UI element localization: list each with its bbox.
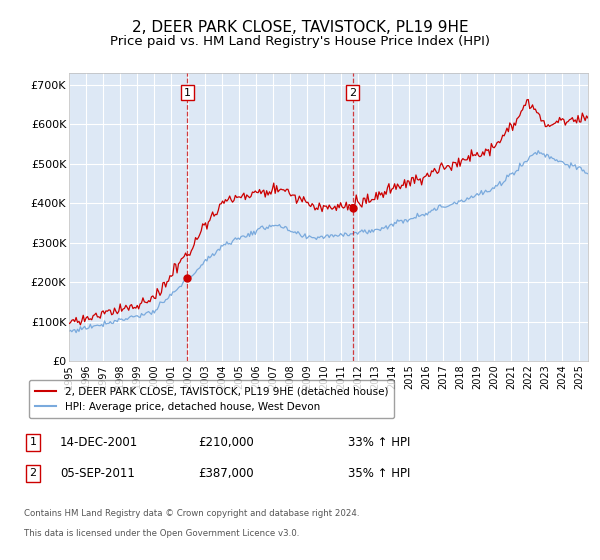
Text: 2: 2 — [29, 468, 37, 478]
Text: 05-SEP-2011: 05-SEP-2011 — [60, 466, 135, 480]
Text: 14-DEC-2001: 14-DEC-2001 — [60, 436, 138, 449]
Text: Contains HM Land Registry data © Crown copyright and database right 2024.: Contains HM Land Registry data © Crown c… — [24, 509, 359, 518]
Text: 35% ↑ HPI: 35% ↑ HPI — [348, 466, 410, 480]
Text: 1: 1 — [184, 87, 191, 97]
Legend: 2, DEER PARK CLOSE, TAVISTOCK, PL19 9HE (detached house), HPI: Average price, de: 2, DEER PARK CLOSE, TAVISTOCK, PL19 9HE … — [29, 380, 394, 418]
Text: 1: 1 — [29, 437, 37, 447]
Text: £210,000: £210,000 — [198, 436, 254, 449]
Text: Price paid vs. HM Land Registry's House Price Index (HPI): Price paid vs. HM Land Registry's House … — [110, 35, 490, 48]
Text: £387,000: £387,000 — [198, 466, 254, 480]
Text: 2: 2 — [349, 87, 356, 97]
Text: 33% ↑ HPI: 33% ↑ HPI — [348, 436, 410, 449]
Text: 2, DEER PARK CLOSE, TAVISTOCK, PL19 9HE: 2, DEER PARK CLOSE, TAVISTOCK, PL19 9HE — [131, 20, 469, 35]
Text: This data is licensed under the Open Government Licence v3.0.: This data is licensed under the Open Gov… — [24, 529, 299, 538]
